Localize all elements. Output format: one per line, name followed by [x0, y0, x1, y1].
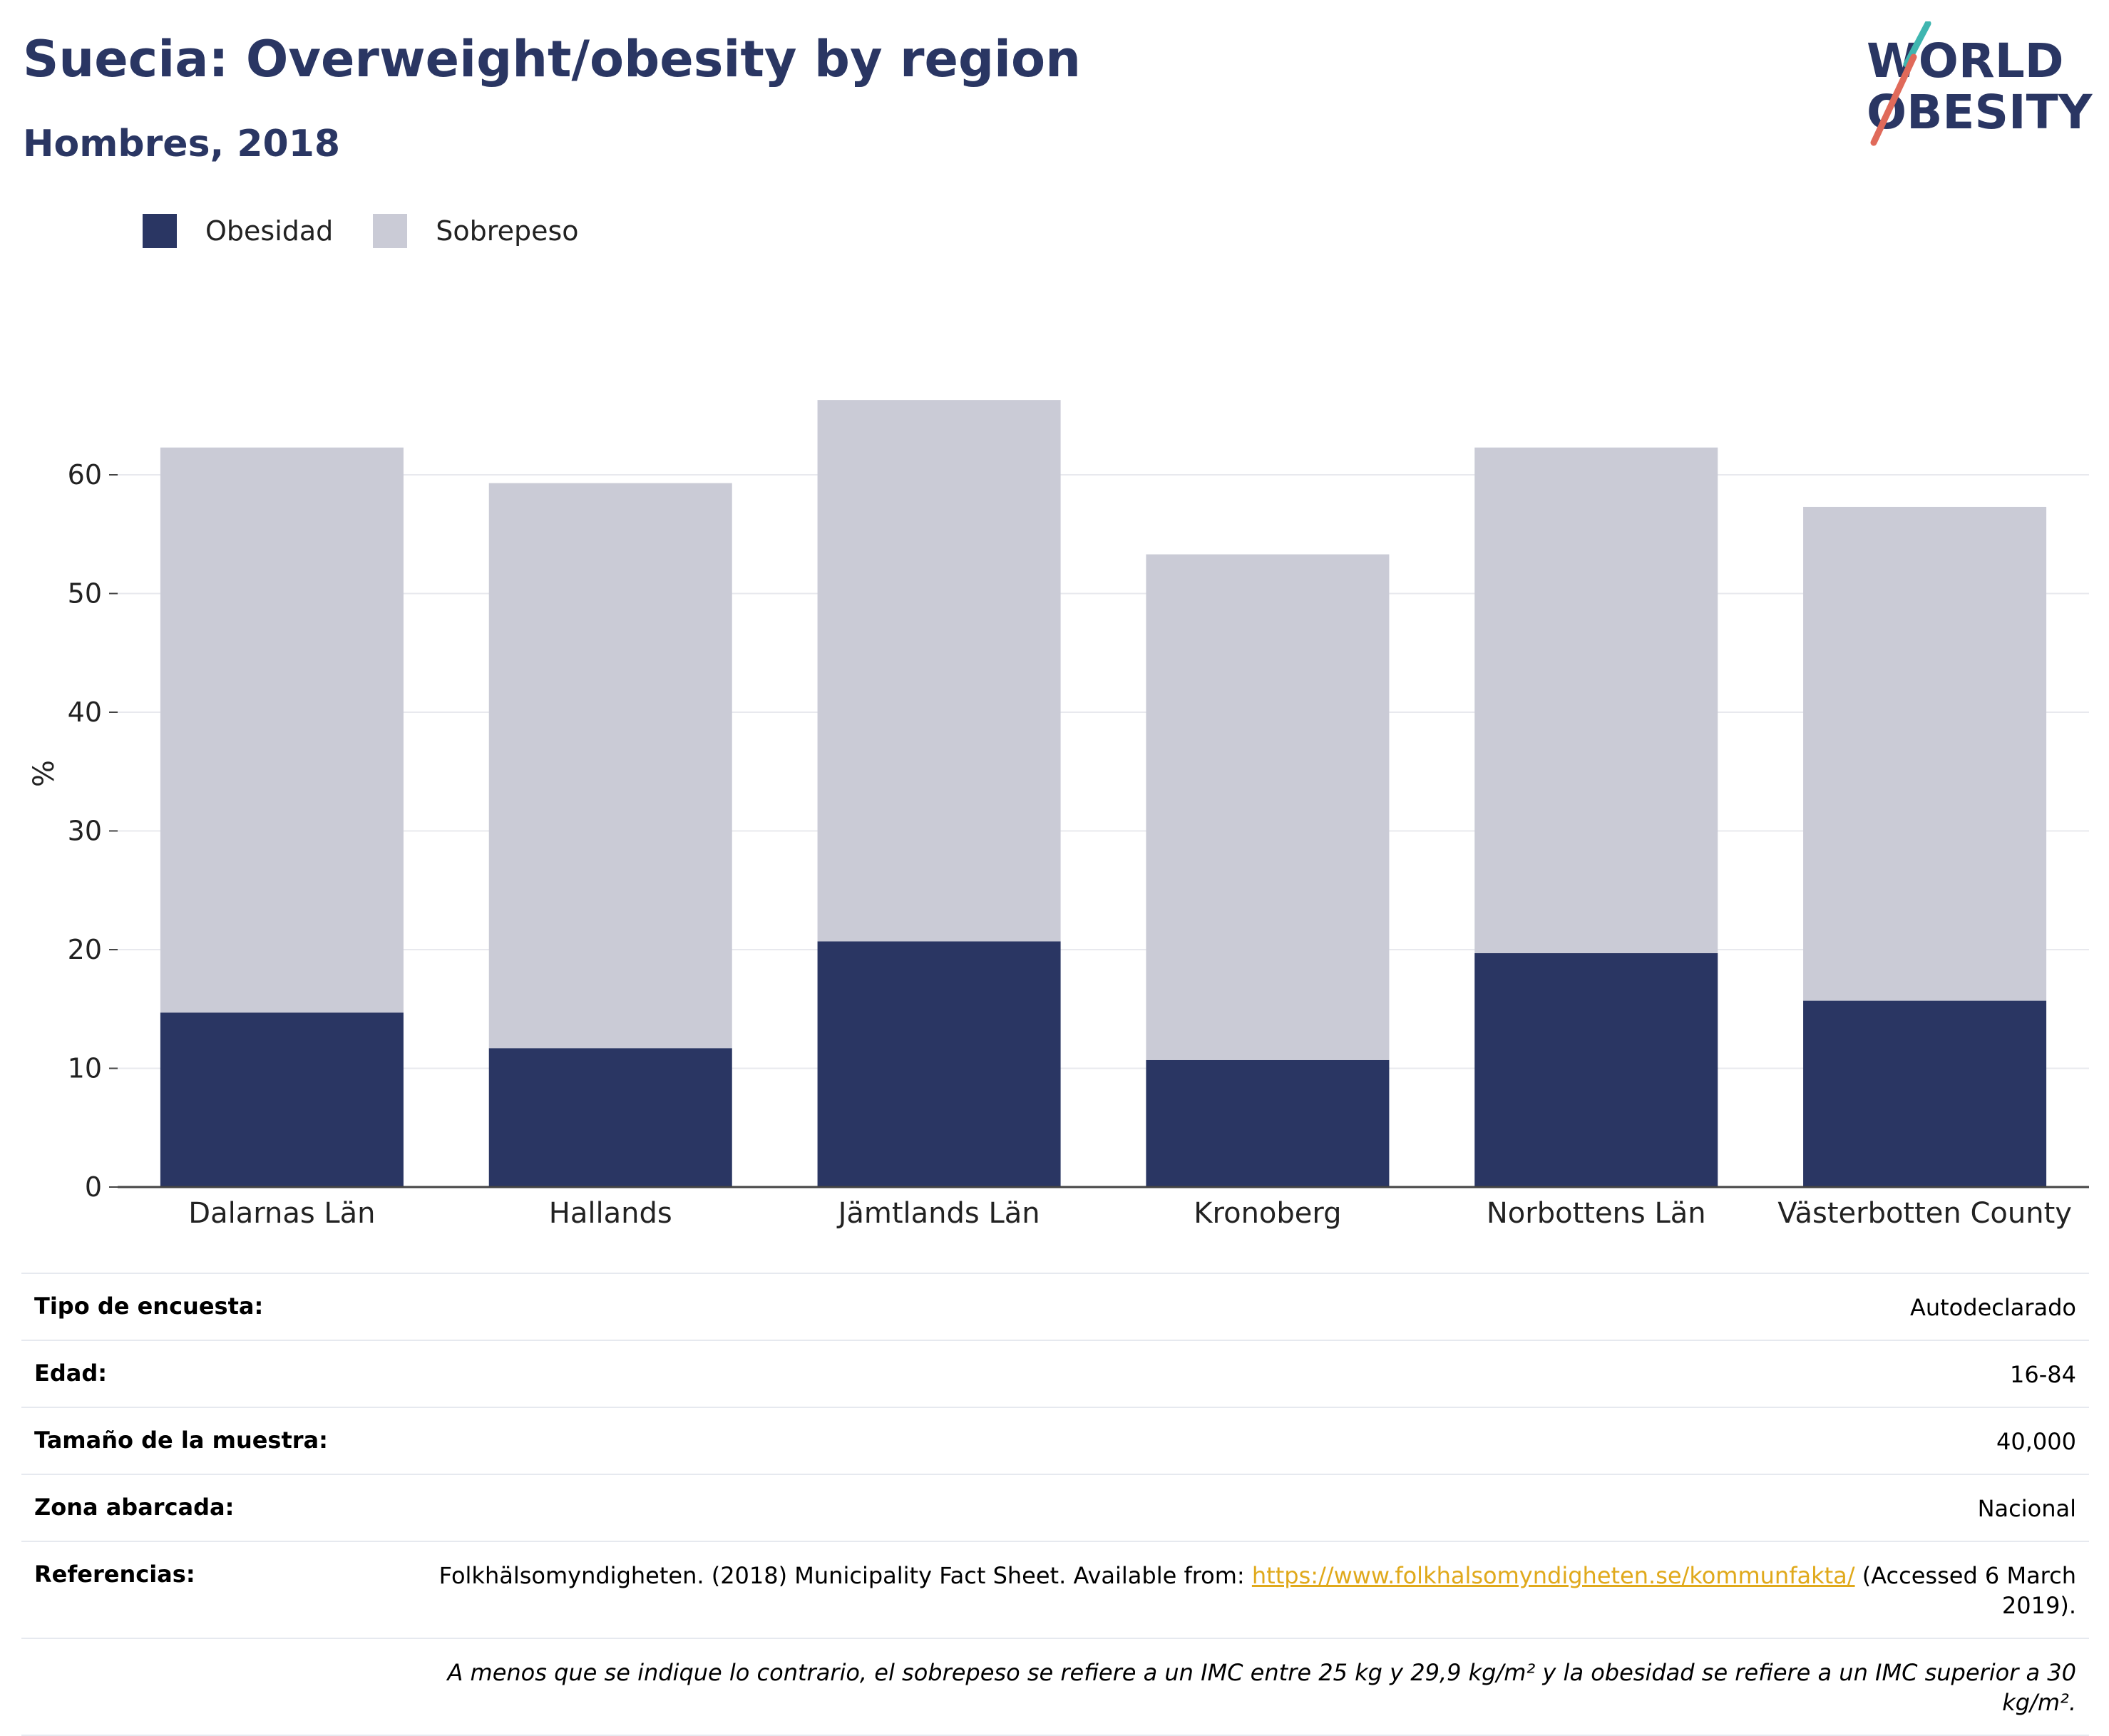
legend-label: Obesidad — [205, 215, 334, 247]
grid-lines — [118, 474, 2089, 1069]
x-tick-label: Hallands — [549, 1197, 672, 1230]
reference-link[interactable]: https://www.folkhalsomyndigheten.se/komm… — [1251, 1562, 1855, 1589]
legend-swatch-sobrepeso — [373, 214, 408, 248]
page-title: Suecia: Overweight/obesity by region — [23, 30, 1081, 88]
bar-sobrepeso — [160, 447, 404, 1013]
info-value: 40,000 — [1996, 1428, 2076, 1455]
legend-item-obesidad: Obesidad — [143, 214, 333, 248]
info-label: Zona abarcada: — [34, 1494, 235, 1521]
info-row-sample-size: Tamaño de la muestra: 40,000 — [21, 1407, 2089, 1474]
bar-obesidad — [160, 1012, 404, 1187]
y-tick-label: 20 — [68, 934, 102, 965]
x-tick-label: Västerbotten County — [1777, 1197, 2072, 1230]
y-axis: 0 10 20 30 40 50 60 — [68, 459, 118, 1203]
x-tick-label: Norbottens Län — [1487, 1197, 1706, 1230]
reference-accessed: (Accessed 6 March 2019). — [1854, 1562, 2076, 1619]
footnote: A menos que se indique lo contrario, el … — [447, 1659, 2076, 1716]
bar-obesidad — [1146, 1059, 1390, 1187]
info-value: 16-84 — [2010, 1361, 2076, 1388]
y-tick-label: 50 — [68, 578, 102, 610]
bar-obesidad — [817, 941, 1061, 1187]
bar-obesidad — [1474, 952, 1718, 1187]
chart-legend: Obesidad Sobrepeso — [143, 211, 619, 251]
bar-sobrepeso — [1803, 506, 2047, 1001]
svg-text:OBESITY: OBESITY — [1867, 85, 2093, 140]
info-row-area: Zona abarcada: Nacional — [21, 1474, 2089, 1541]
reference-text: Folkhälsomyndigheten. (2018) Municipalit… — [436, 1561, 2076, 1621]
y-tick-label: 0 — [85, 1171, 102, 1203]
info-label: Tamaño de la muestra: — [34, 1427, 328, 1454]
bar-obesidad — [1803, 1000, 2047, 1187]
bar-sobrepeso — [488, 483, 732, 1049]
y-axis-label: % — [28, 760, 61, 787]
legend-swatch-obesidad — [143, 214, 177, 248]
info-value: Autodeclarado — [1909, 1294, 2076, 1321]
info-label: Edad: — [34, 1360, 108, 1387]
x-tick-label: Dalarnas Län — [188, 1197, 375, 1230]
world-obesity-logo: WORLD OBESITY — [1867, 21, 2093, 146]
legend-item-sobrepeso: Sobrepeso — [373, 214, 579, 248]
info-label: Referencias: — [34, 1561, 195, 1588]
y-tick-label: 10 — [68, 1053, 102, 1084]
bar-obesidad — [488, 1048, 732, 1187]
bar-sobrepeso — [1474, 447, 1718, 953]
y-tick-label: 30 — [68, 816, 102, 847]
info-row-note: A menos que se indique lo contrario, el … — [21, 1638, 2089, 1736]
bars — [160, 400, 2047, 1187]
bar-sobrepeso — [1146, 554, 1390, 1060]
bar-sobrepeso — [817, 400, 1061, 942]
survey-info-table: Tipo de encuesta: Autodeclarado Edad: 16… — [21, 1273, 2089, 1736]
legend-label: Sobrepeso — [436, 215, 579, 247]
reference-citation: Folkhälsomyndigheten. (2018) Municipalit… — [438, 1562, 1252, 1589]
x-axis: Dalarnas Län Hallands Jämtlands Län Kronobe… — [118, 1186, 2089, 1230]
x-tick-label: Kronoberg — [1194, 1197, 1341, 1230]
x-tick-label: Jämtlands Län — [836, 1197, 1040, 1230]
info-value: Nacional — [1977, 1495, 2076, 1522]
info-row-references: Referencias: Folkhälsomyndigheten. (2018… — [21, 1541, 2089, 1638]
svg-text:WORLD: WORLD — [1867, 34, 2064, 88]
y-tick-label: 40 — [68, 697, 102, 728]
page-subtitle: Hombres, 2018 — [23, 123, 341, 165]
info-row-age: Edad: 16-84 — [21, 1340, 2089, 1407]
info-label: Tipo de encuesta: — [34, 1293, 264, 1320]
stacked-bar-chart: 0 10 20 30 40 50 60 Dalarnas Län Hallands Jämtla… — [28, 400, 2089, 1230]
y-tick-label: 60 — [68, 459, 102, 491]
info-row-survey-type: Tipo de encuesta: Autodeclarado — [21, 1273, 2089, 1340]
